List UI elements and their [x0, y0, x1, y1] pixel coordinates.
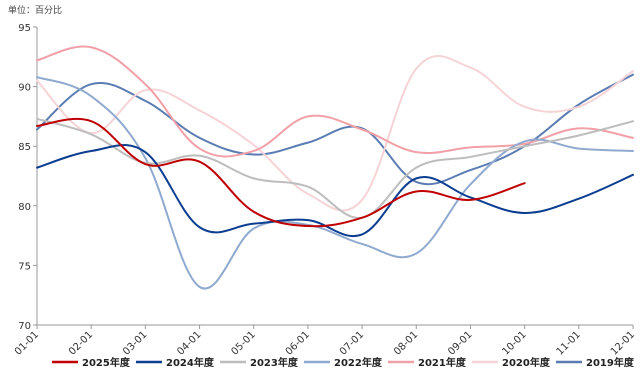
x-tick-label: 01-01 — [13, 329, 41, 357]
axes: 70 75 80 85 90 95 01-01 02-01 03-01 04-01 05-01 06-… — [13, 23, 637, 358]
legend-label: 2024年度 — [166, 356, 215, 369]
x-tick-label: 06-01 — [284, 329, 312, 357]
y-tick-label: 75 — [18, 261, 31, 272]
legend-label: 2020年度 — [502, 356, 551, 369]
y-tick-label: 90 — [18, 83, 31, 94]
series-line-2025年度 — [36, 117, 526, 228]
legend-label: 2023年度 — [250, 356, 299, 369]
x-tick-label: 11-01 — [555, 329, 583, 357]
series-line-2022年度 — [36, 76, 634, 290]
y-tick-label: 70 — [18, 321, 31, 332]
y-tick-label: 80 — [18, 202, 31, 213]
series-line-2024年度 — [36, 144, 634, 237]
x-tick-label: 10-01 — [500, 329, 528, 357]
x-tick-label: 02-01 — [67, 329, 95, 357]
x-tick-label: 04-01 — [175, 329, 203, 357]
legend: 2025年度 2024年度 2023年度 2022年度 2021年度 2020年度 2019… — [52, 356, 635, 369]
y-tick-label: 85 — [18, 142, 31, 153]
legend-label: 2022年度 — [334, 356, 383, 369]
series-line-2021年度 — [36, 45, 634, 158]
legend-label: 2019年度 — [586, 356, 635, 369]
x-tick-label: 08-01 — [392, 329, 420, 357]
legend-label: 2025年度 — [82, 356, 131, 369]
unit-label: 单位：百分比 — [8, 4, 62, 16]
x-tick-label: 03-01 — [121, 329, 149, 357]
x-tick-label: 12-01 — [609, 329, 637, 357]
series-lines — [36, 45, 634, 290]
x-tick-label: 05-01 — [230, 329, 258, 357]
x-tick-label: 07-01 — [338, 329, 366, 357]
legend-label: 2021年度 — [418, 356, 467, 369]
x-tick-label: 09-01 — [446, 329, 474, 357]
y-tick-label: 95 — [18, 23, 31, 34]
